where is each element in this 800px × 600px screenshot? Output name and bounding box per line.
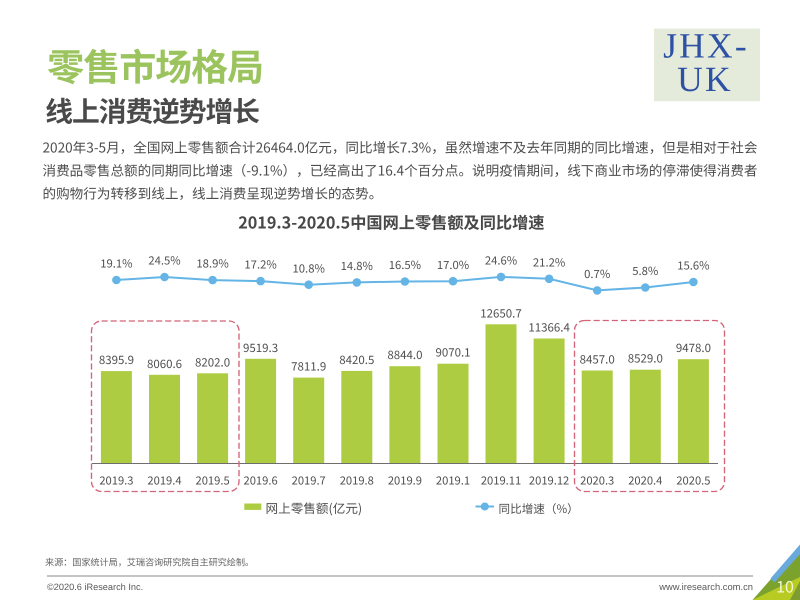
svg-text:JHX-: JHX-: [663, 25, 749, 65]
svg-text:2019.4: 2019.4: [147, 473, 181, 489]
svg-text:9478.0: 9478.0: [676, 340, 711, 356]
svg-text:2019.8: 2019.8: [340, 473, 374, 489]
svg-text:2020年3-5月，全国网上零售额合计26464.0亿元，同: 2020年3-5月，全国网上零售额合计26464.0亿元，同比增长7.3%，虽然…: [43, 137, 758, 157]
svg-text:24.5%: 24.5%: [148, 253, 180, 269]
svg-text:18.9%: 18.9%: [196, 256, 228, 272]
svg-text:网上零售额(亿元): 网上零售额(亿元): [266, 498, 363, 517]
svg-text:17.0%: 17.0%: [437, 257, 469, 273]
svg-text:2019.12: 2019.12: [529, 473, 569, 489]
svg-text:来源：国家统计局，艾瑞咨询研究院自主研究绘制。: 来源：国家统计局，艾瑞咨询研究院自主研究绘制。: [45, 555, 254, 569]
svg-text:9070.1: 9070.1: [435, 345, 470, 361]
svg-text:17.2%: 17.2%: [244, 257, 276, 273]
svg-text:消费品零售总额的同期同比增速（-9.1%），已经高出了16.: 消费品零售总额的同期同比增速（-9.1%），已经高出了16.4个百分点。说明疫情…: [43, 159, 758, 179]
svg-text:零售市场格局: 零售市场格局: [47, 38, 263, 92]
svg-text:11366.4: 11366.4: [528, 320, 570, 336]
svg-text:8529.0: 8529.0: [628, 351, 663, 367]
svg-text:8420.5: 8420.5: [339, 352, 374, 368]
svg-text:2019.6: 2019.6: [244, 473, 278, 489]
svg-text:2019.9: 2019.9: [388, 473, 422, 489]
svg-text:24.6%: 24.6%: [485, 253, 517, 269]
svg-text:19.1%: 19.1%: [100, 256, 132, 272]
svg-text:2019.3: 2019.3: [99, 473, 133, 489]
svg-text:8457.0: 8457.0: [580, 352, 615, 368]
svg-text:0.7%: 0.7%: [584, 266, 610, 282]
svg-text:2019.5: 2019.5: [196, 473, 230, 489]
svg-text:2019.1: 2019.1: [436, 473, 470, 489]
svg-text:2020.4: 2020.4: [628, 473, 662, 489]
svg-text:12650.7: 12650.7: [480, 305, 522, 321]
svg-text:7811.9: 7811.9: [291, 359, 326, 375]
svg-text:2019.3-2020.5中国网上零售额及同比增速: 2019.3-2020.5中国网上零售额及同比增速: [238, 210, 544, 234]
svg-text:8060.6: 8060.6: [147, 356, 182, 372]
svg-text:5.8%: 5.8%: [632, 263, 658, 279]
svg-text:2019.7: 2019.7: [292, 473, 326, 489]
svg-text:8202.0: 8202.0: [195, 354, 230, 370]
svg-text:14.8%: 14.8%: [341, 258, 373, 274]
svg-text:©2020.6 iResearch Inc.: ©2020.6 iResearch Inc.: [47, 582, 143, 592]
svg-text:16.5%: 16.5%: [389, 257, 421, 273]
svg-text:9519.3: 9519.3: [243, 340, 278, 356]
svg-text:UK: UK: [677, 59, 733, 99]
svg-text:www.iresearch.com.cn: www.iresearch.com.cn: [658, 581, 753, 592]
svg-text:2019.11: 2019.11: [481, 473, 521, 489]
svg-text:的购物行为转移到线上，线上消费呈现逆势增长的态势。: 的购物行为转移到线上，线上消费呈现逆势增长的态势。: [43, 182, 383, 202]
svg-text:2020.3: 2020.3: [580, 473, 614, 489]
svg-text:8844.0: 8844.0: [387, 347, 422, 363]
svg-text:2020.5: 2020.5: [676, 473, 710, 489]
svg-text:8395.9: 8395.9: [99, 352, 134, 368]
svg-text:线上消费逆势增长: 线上消费逆势增长: [45, 90, 260, 130]
svg-text:同比增速（%）: 同比增速（%）: [499, 501, 579, 517]
svg-text:21.2%: 21.2%: [533, 254, 565, 270]
svg-text:10.8%: 10.8%: [293, 260, 325, 276]
svg-text:15.6%: 15.6%: [677, 258, 709, 274]
svg-text:10: 10: [776, 574, 794, 598]
